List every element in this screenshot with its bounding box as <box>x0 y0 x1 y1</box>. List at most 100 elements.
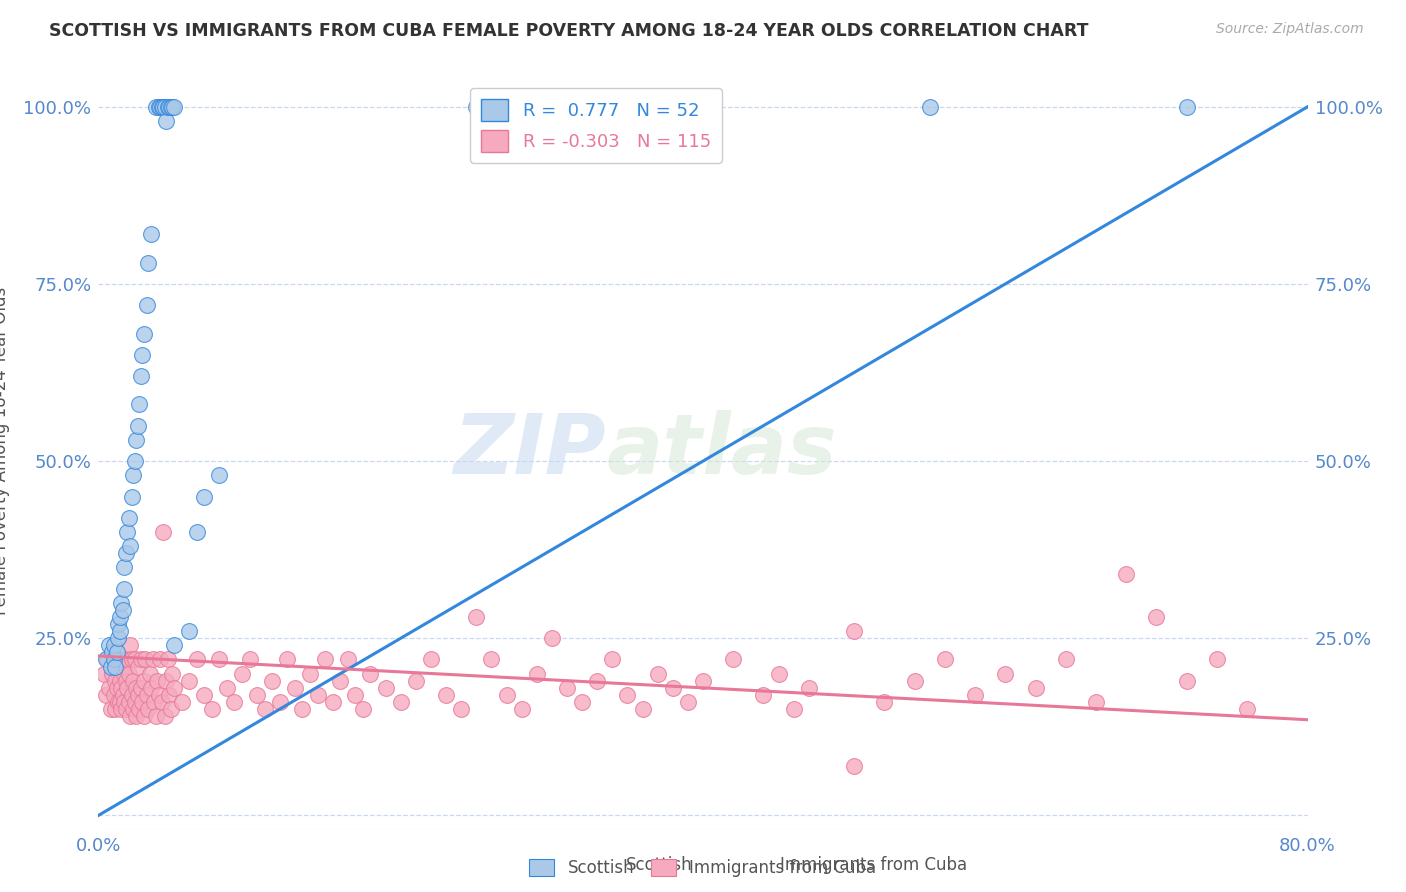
Point <box>103 652 125 666</box>
Point <box>155 673 177 688</box>
Point <box>231 666 253 681</box>
Point <box>156 100 179 114</box>
Point <box>965 688 987 702</box>
Point <box>163 100 186 114</box>
Point <box>797 681 820 695</box>
Point <box>215 681 238 695</box>
Point <box>114 702 136 716</box>
Point <box>107 652 129 666</box>
Text: ZIP: ZIP <box>454 410 606 491</box>
Point <box>121 490 143 504</box>
Point <box>112 560 135 574</box>
Point <box>239 652 262 666</box>
Point <box>108 610 131 624</box>
Point <box>844 759 866 773</box>
Point <box>465 100 488 114</box>
Point <box>1024 681 1046 695</box>
Point <box>602 652 624 666</box>
Point <box>107 617 129 632</box>
Point <box>1175 100 1198 114</box>
Point <box>111 688 134 702</box>
Point <box>118 695 141 709</box>
Point <box>307 688 329 702</box>
Point <box>405 673 427 688</box>
Point <box>170 695 193 709</box>
Point <box>114 546 136 560</box>
Point <box>145 100 167 114</box>
Point <box>723 652 745 666</box>
Point <box>162 100 184 114</box>
Point <box>143 695 166 709</box>
Point <box>1085 695 1108 709</box>
Point <box>160 100 183 114</box>
Point <box>322 695 344 709</box>
Point <box>125 433 148 447</box>
Point <box>465 610 488 624</box>
Point <box>647 666 669 681</box>
Point <box>115 681 138 695</box>
Y-axis label: Female Poverty Among 18-24 Year Olds: Female Poverty Among 18-24 Year Olds <box>0 286 10 615</box>
Point <box>111 603 134 617</box>
Point <box>768 666 790 681</box>
Point <box>193 490 215 504</box>
Point <box>132 709 155 723</box>
Point <box>540 632 562 646</box>
Point <box>1236 702 1258 716</box>
Point <box>329 673 352 688</box>
Point <box>131 348 153 362</box>
Point <box>121 652 143 666</box>
Point <box>510 702 533 716</box>
Point <box>128 397 150 411</box>
Point <box>336 652 359 666</box>
Point <box>104 673 127 688</box>
Point <box>135 298 157 312</box>
Point <box>120 539 142 553</box>
Point <box>111 659 134 673</box>
Point <box>224 695 246 709</box>
Point <box>132 673 155 688</box>
Point <box>873 695 896 709</box>
Point <box>96 652 118 666</box>
Point <box>124 652 146 666</box>
Point <box>159 688 181 702</box>
Point <box>160 702 183 716</box>
Point <box>783 702 806 716</box>
Point <box>103 638 125 652</box>
Point <box>135 688 157 702</box>
Point <box>1206 652 1229 666</box>
Point <box>112 695 135 709</box>
Point <box>103 688 125 702</box>
Point <box>934 652 956 666</box>
Point <box>112 582 135 596</box>
Point <box>1115 567 1137 582</box>
Point <box>179 673 201 688</box>
Point <box>276 652 298 666</box>
Point <box>844 624 866 639</box>
Point <box>1054 652 1077 666</box>
Point <box>120 709 142 723</box>
Point <box>108 673 131 688</box>
Point <box>163 638 186 652</box>
Point <box>93 666 115 681</box>
Point <box>107 632 129 646</box>
Point <box>179 624 201 639</box>
Point <box>994 666 1017 681</box>
Point <box>495 688 517 702</box>
Point <box>918 100 941 114</box>
Point <box>156 652 179 666</box>
Point <box>104 702 127 716</box>
Point <box>108 695 131 709</box>
Point <box>110 652 132 666</box>
Point <box>141 681 163 695</box>
Point <box>110 596 132 610</box>
Point <box>149 100 172 114</box>
Point <box>141 227 163 242</box>
Point <box>125 681 148 695</box>
Point <box>145 709 167 723</box>
Point <box>752 688 775 702</box>
Point <box>314 652 336 666</box>
Point <box>676 695 699 709</box>
Point <box>246 688 269 702</box>
Point <box>107 695 129 709</box>
Point <box>186 652 208 666</box>
